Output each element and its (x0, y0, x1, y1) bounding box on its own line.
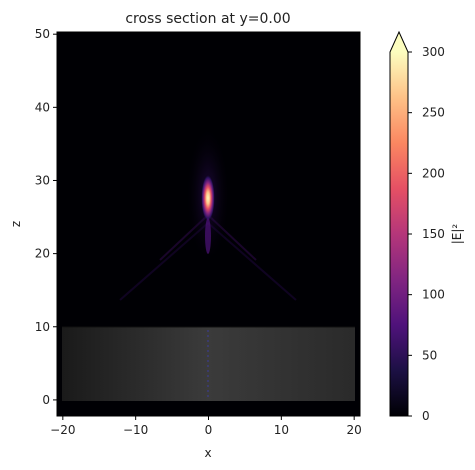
focus-tail (205, 218, 211, 254)
colorbar-tick-label: 250 (422, 106, 445, 120)
colorbar-ticks: 0 50 100 150 200 250 300 (408, 45, 445, 423)
colorbar-extend-arrow (390, 32, 408, 52)
colorbar-tick-label: 150 (422, 227, 445, 241)
x-tick-label: −20 (50, 423, 75, 437)
colorbar-tick-label: 300 (422, 45, 445, 59)
x-tick-label: 0 (205, 423, 213, 437)
chart-title: cross section at y=0.00 (125, 11, 290, 27)
x-tick-label: −10 (123, 423, 148, 437)
x-axis-label: x (204, 446, 211, 460)
substrate-region (62, 327, 355, 401)
colorbar-tick-label: 0 (422, 409, 430, 423)
y-tick-label: 30 (35, 173, 50, 187)
y-tick-label: 20 (35, 247, 50, 261)
y-tick-label: 10 (35, 320, 50, 334)
y-tick-label: 40 (35, 100, 50, 114)
x-tick-label: 10 (274, 423, 289, 437)
y-axis-label: z (9, 221, 23, 227)
x-tick-label: 20 (347, 423, 362, 437)
y-tick-label: 0 (42, 393, 50, 407)
colorbar-gradient (390, 52, 408, 416)
colorbar-tick-label: 200 (422, 166, 445, 180)
y-tick-label: 50 (35, 27, 50, 41)
y-axis: 0 10 20 30 40 50 (35, 27, 57, 407)
colorbar-outline (389, 30, 409, 417)
colorbar-label: |E|² (450, 224, 464, 245)
colorbar-tick-label: 100 (422, 288, 445, 302)
colorbar: 0 50 100 150 200 250 300 |E|² (389, 30, 464, 423)
focus-spot (201, 174, 215, 222)
colorbar-tick-label: 50 (422, 348, 437, 362)
x-axis: −20 −10 0 10 20 (50, 416, 362, 437)
plot-area (57, 32, 360, 416)
